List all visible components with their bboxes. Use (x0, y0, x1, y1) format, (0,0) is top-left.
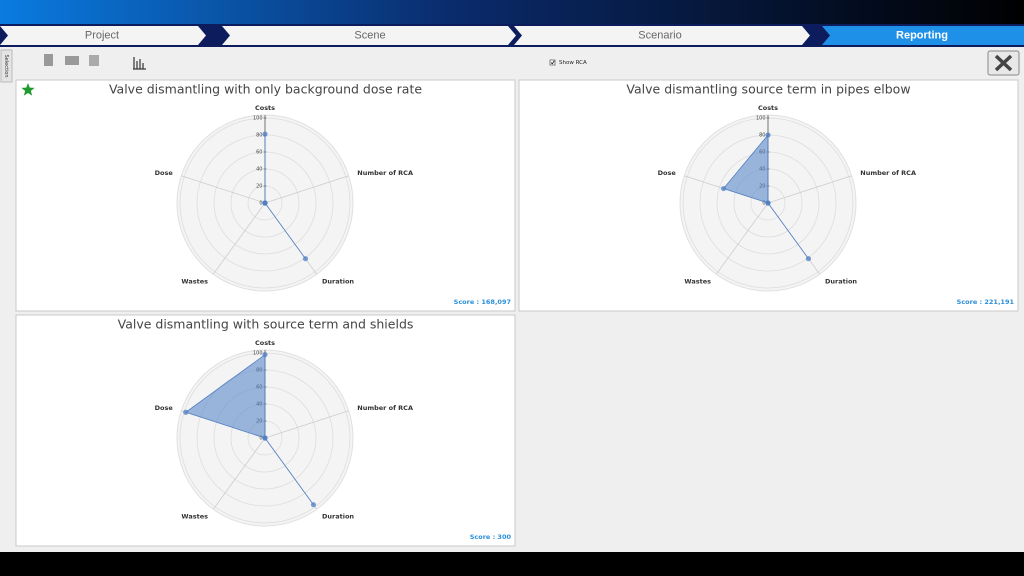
tick-label: 60 (256, 150, 262, 156)
radar-point (720, 185, 727, 192)
tick-label: 100 (253, 116, 263, 122)
chart-panel: Valve dismantling with source term and s… (15, 314, 516, 547)
best-star (21, 83, 35, 96)
axis-label: Dose (155, 169, 174, 177)
print-icon[interactable] (65, 56, 79, 65)
axis-label: Number of RCA (357, 169, 413, 177)
score: Score : 221,191 (957, 298, 1015, 306)
axis-label: Duration (322, 277, 354, 285)
radar-point (805, 256, 812, 262)
spoke (212, 437, 266, 510)
checkbox-label[interactable]: Show RCA (559, 60, 587, 66)
spoke (181, 175, 266, 204)
axis-label: Number of RCA (357, 404, 413, 412)
axis-label: Wastes (181, 512, 208, 520)
spoke (715, 202, 769, 275)
chart-title: Valve dismantling with only background d… (109, 82, 422, 97)
axis-label: Number of RCA (860, 169, 916, 177)
checkmark (550, 60, 555, 65)
score: Score : 300 (470, 533, 512, 541)
close-icon (994, 54, 1013, 72)
axis-label: Costs (255, 339, 275, 347)
radar-point (765, 132, 771, 138)
radar-area (184, 353, 314, 505)
spoke (767, 175, 852, 204)
export-icon[interactable] (44, 54, 53, 66)
nav-label[interactable]: Scenario (638, 29, 681, 41)
score: Score : 168,097 (454, 298, 511, 306)
title-bar (0, 0, 1024, 24)
radar-point (183, 409, 189, 415)
charts: Valve dismantling with only background d… (15, 79, 1019, 547)
chart-title: Valve dismantling with source term and s… (118, 317, 414, 332)
tick-label: 0 (762, 201, 765, 207)
tick-label: 80 (759, 133, 765, 139)
axis-label: Wastes (181, 277, 208, 285)
radar-point (310, 502, 317, 508)
radar-point (765, 200, 771, 206)
tick-label: 100 (253, 351, 263, 357)
axis-label: Wastes (684, 277, 711, 285)
chart-panel: Valve dismantling with only background d… (15, 79, 516, 312)
nav-step[interactable] (514, 26, 810, 45)
tick-label: 0 (259, 436, 262, 442)
nav-step[interactable] (0, 26, 206, 45)
nav-step[interactable] (222, 26, 516, 45)
nav-label[interactable]: Scene (354, 29, 385, 41)
copy-icon[interactable] (89, 55, 99, 66)
axis-label: Costs (255, 104, 275, 112)
radar-area (722, 133, 809, 259)
axis-label: Dose (155, 404, 174, 412)
toolbar (44, 54, 146, 70)
spoke (264, 410, 349, 439)
tick-label: 80 (256, 133, 262, 139)
chart-icon[interactable] (133, 57, 146, 70)
radar-point (262, 435, 268, 441)
chart-title: Valve dismantling source term in pipes e… (626, 82, 910, 97)
tick-label: 100 (756, 116, 766, 122)
spoke (264, 175, 349, 204)
radar-point (302, 256, 309, 262)
axis-label: Duration (322, 512, 354, 520)
chart-panel: Valve dismantling source term in pipes e… (518, 79, 1019, 312)
nav-label[interactable]: Reporting (896, 29, 948, 41)
tick-label: 20 (256, 184, 262, 190)
nav-step-active[interactable] (822, 26, 1024, 45)
bottom-bar (0, 552, 1024, 576)
side-tab-label[interactable]: Selection (3, 54, 9, 77)
axis-label: Dose (658, 169, 677, 177)
tick-label: 40 (256, 167, 262, 173)
radar-point (262, 200, 268, 206)
spoke (212, 202, 266, 275)
radar-point (262, 131, 268, 137)
side-tab[interactable] (0, 49, 13, 83)
axis-label: Duration (825, 277, 857, 285)
tick-label: 0 (259, 201, 262, 207)
nav-label[interactable]: Project (85, 29, 119, 41)
checkbox[interactable] (549, 59, 556, 66)
axis-label: Costs (758, 104, 778, 112)
radar-point (262, 352, 268, 358)
